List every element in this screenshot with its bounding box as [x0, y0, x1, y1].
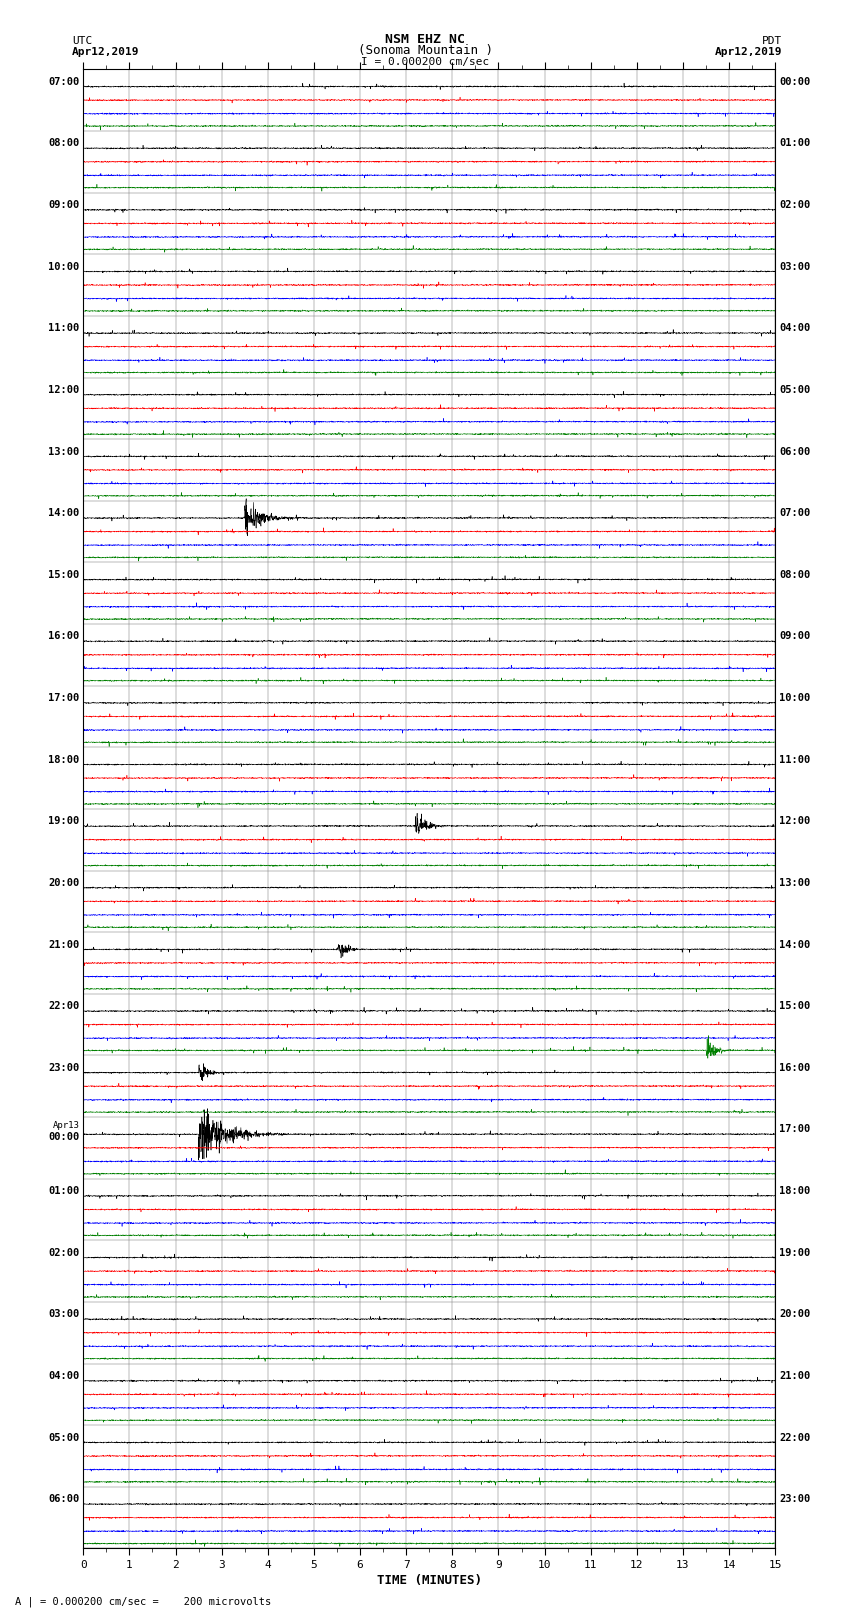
Text: 18:00: 18:00 [48, 755, 80, 765]
X-axis label: TIME (MINUTES): TIME (MINUTES) [377, 1574, 482, 1587]
Text: PDT: PDT [762, 35, 782, 47]
Text: 11:00: 11:00 [48, 323, 80, 334]
Text: 10:00: 10:00 [779, 694, 810, 703]
Text: 08:00: 08:00 [779, 569, 810, 579]
Text: 12:00: 12:00 [779, 816, 810, 826]
Text: 11:00: 11:00 [779, 755, 810, 765]
Text: 15:00: 15:00 [779, 1002, 810, 1011]
Text: 03:00: 03:00 [48, 1310, 80, 1319]
Text: 17:00: 17:00 [779, 1124, 810, 1134]
Text: 21:00: 21:00 [48, 940, 80, 950]
Text: 14:00: 14:00 [48, 508, 80, 518]
Text: 07:00: 07:00 [48, 77, 80, 87]
Text: Apr13: Apr13 [53, 1121, 80, 1131]
Text: 04:00: 04:00 [48, 1371, 80, 1381]
Text: 09:00: 09:00 [48, 200, 80, 210]
Text: Apr12,2019: Apr12,2019 [715, 47, 782, 58]
Text: 19:00: 19:00 [779, 1248, 810, 1258]
Text: 23:00: 23:00 [779, 1494, 810, 1505]
Text: 03:00: 03:00 [779, 261, 810, 271]
Text: 22:00: 22:00 [779, 1432, 810, 1442]
Text: 02:00: 02:00 [48, 1248, 80, 1258]
Text: 16:00: 16:00 [48, 631, 80, 642]
Text: 23:00: 23:00 [48, 1063, 80, 1073]
Text: 20:00: 20:00 [779, 1310, 810, 1319]
Text: 17:00: 17:00 [48, 694, 80, 703]
Text: 06:00: 06:00 [48, 1494, 80, 1505]
Text: I = 0.000200 cm/sec: I = 0.000200 cm/sec [361, 56, 489, 68]
Text: 20:00: 20:00 [48, 877, 80, 887]
Text: 10:00: 10:00 [48, 261, 80, 271]
Text: NSM EHZ NC: NSM EHZ NC [385, 32, 465, 47]
Text: 13:00: 13:00 [779, 877, 810, 887]
Text: (Sonoma Mountain ): (Sonoma Mountain ) [358, 44, 492, 58]
Text: 16:00: 16:00 [779, 1063, 810, 1073]
Text: 01:00: 01:00 [779, 139, 810, 148]
Text: UTC: UTC [72, 35, 93, 47]
Text: 14:00: 14:00 [779, 940, 810, 950]
Text: 13:00: 13:00 [48, 447, 80, 456]
Text: 09:00: 09:00 [779, 631, 810, 642]
Text: Apr12,2019: Apr12,2019 [72, 47, 139, 58]
Text: 19:00: 19:00 [48, 816, 80, 826]
Text: 07:00: 07:00 [779, 508, 810, 518]
Text: 15:00: 15:00 [48, 569, 80, 579]
Text: A | = 0.000200 cm/sec =    200 microvolts: A | = 0.000200 cm/sec = 200 microvolts [15, 1597, 271, 1607]
Text: 00:00: 00:00 [779, 77, 810, 87]
Text: 01:00: 01:00 [48, 1186, 80, 1197]
Text: 21:00: 21:00 [779, 1371, 810, 1381]
Text: 05:00: 05:00 [48, 1432, 80, 1442]
Text: 08:00: 08:00 [48, 139, 80, 148]
Text: 22:00: 22:00 [48, 1002, 80, 1011]
Text: 18:00: 18:00 [779, 1186, 810, 1197]
Text: 04:00: 04:00 [779, 323, 810, 334]
Text: 05:00: 05:00 [779, 386, 810, 395]
Text: 12:00: 12:00 [48, 386, 80, 395]
Text: 02:00: 02:00 [779, 200, 810, 210]
Text: 00:00: 00:00 [48, 1132, 80, 1142]
Text: 06:00: 06:00 [779, 447, 810, 456]
